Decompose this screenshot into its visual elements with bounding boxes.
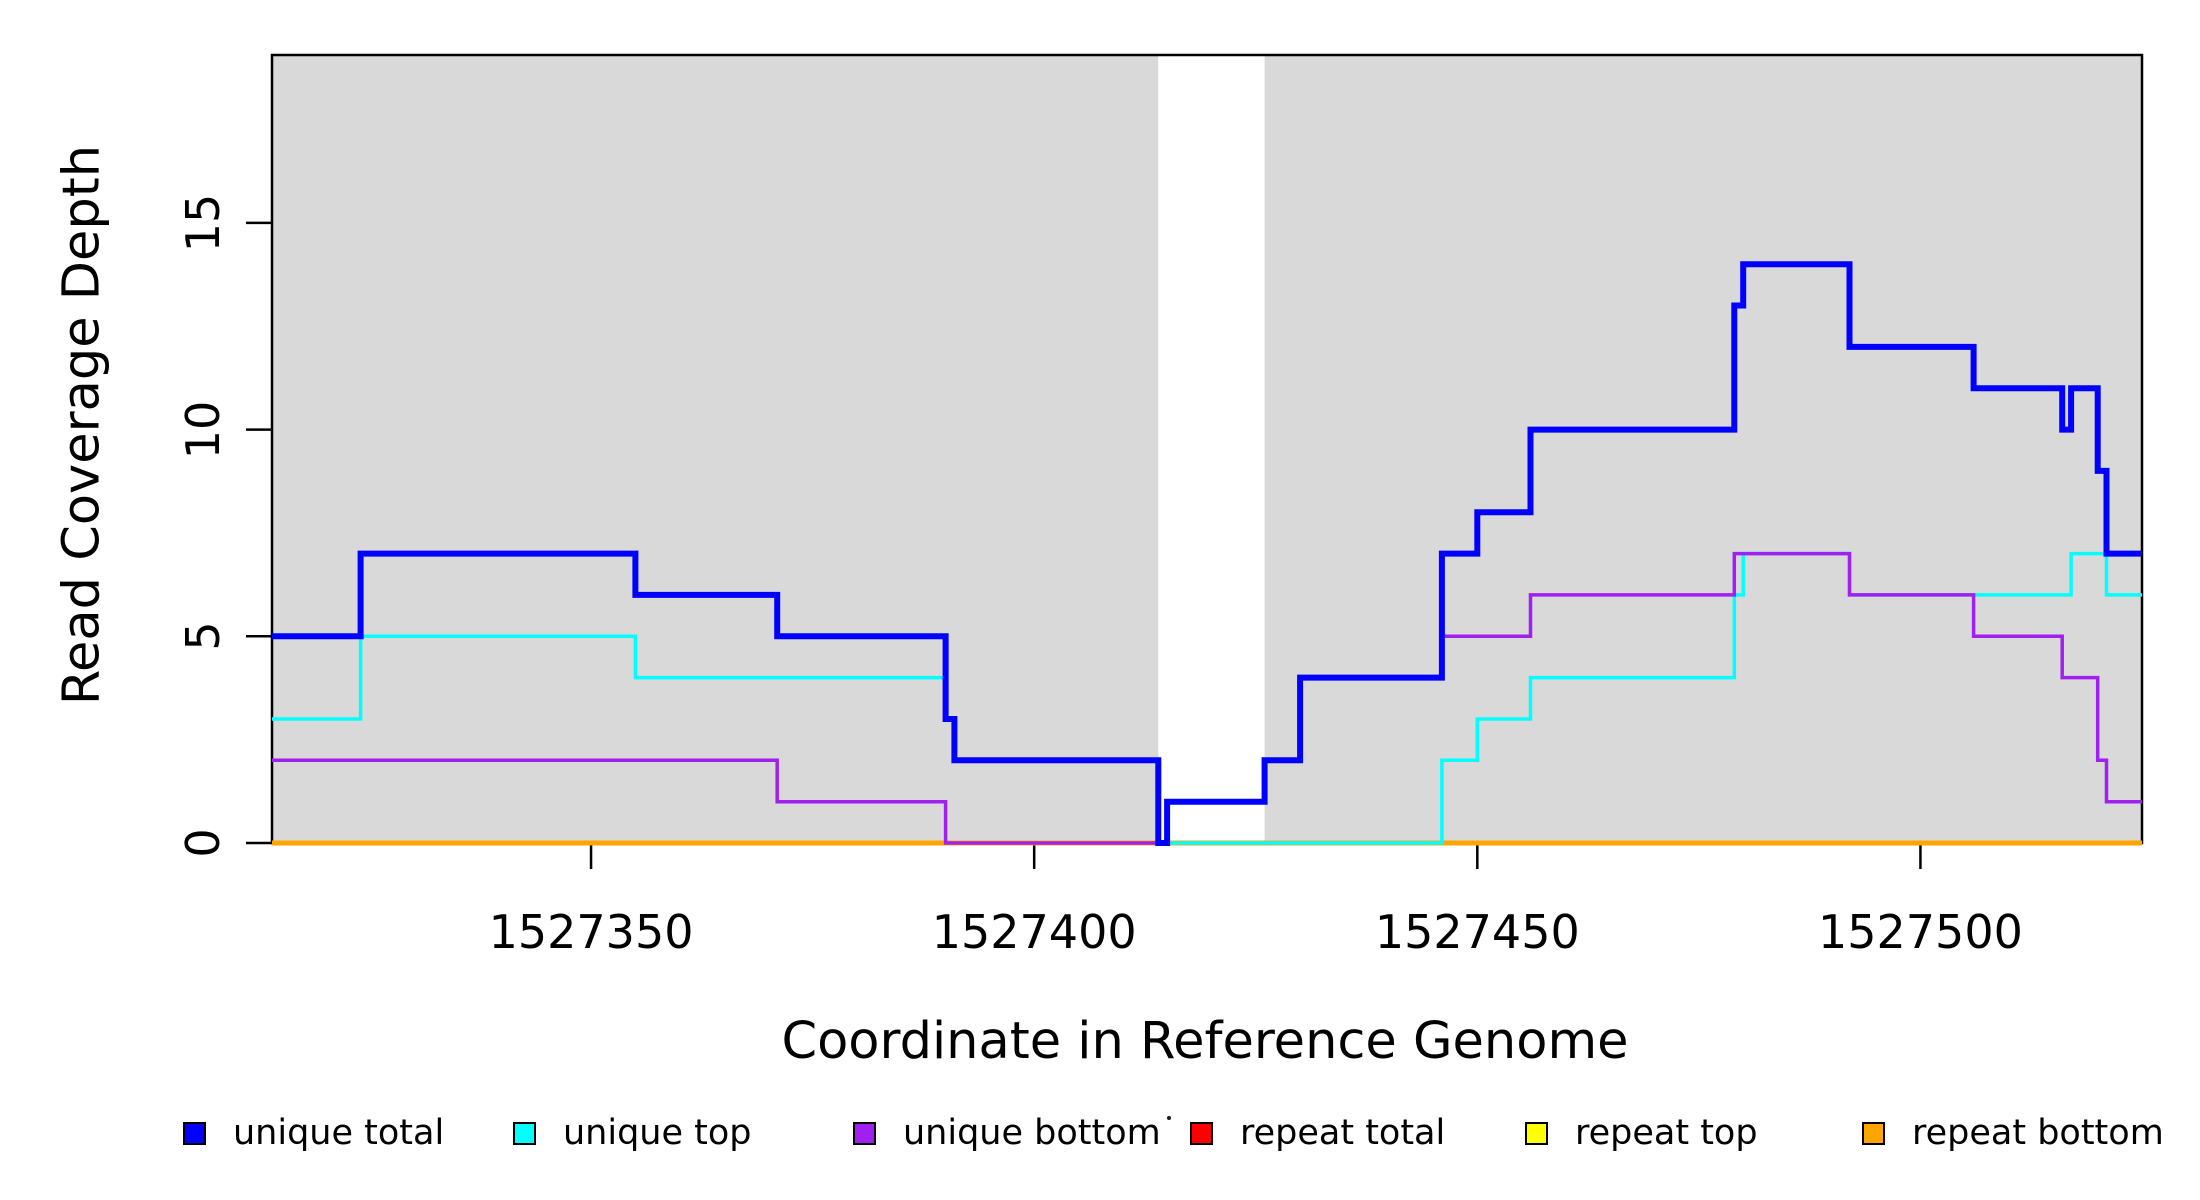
x-tick-label-1527400: 1527400 — [931, 905, 1137, 959]
x-axis-title: Coordinate in Reference Genome — [781, 1012, 1629, 1071]
legend-stray-dot — [1167, 1116, 1171, 1120]
legend-label: unique total — [233, 1113, 445, 1153]
y-tick-label-5: 5 — [176, 621, 230, 651]
legend-swatch-icon — [513, 1121, 536, 1145]
coverage-gap-band — [1158, 55, 1265, 843]
legend-item-repeat-total: repeat total — [1190, 1110, 1445, 1156]
legend-label: repeat total — [1240, 1113, 1446, 1153]
legend-label: repeat top — [1575, 1113, 1758, 1153]
x-tick-label-1527450: 1527450 — [1374, 905, 1580, 959]
y-tick-label-15: 15 — [176, 193, 230, 253]
legend-swatch-icon — [1190, 1121, 1213, 1145]
legend-item-repeat-bottom: repeat bottom — [1862, 1110, 2164, 1156]
legend-item-unique-top: unique top — [513, 1110, 752, 1156]
y-axis-title: Read Coverage Depth — [52, 144, 112, 706]
legend-swatch-icon — [1525, 1121, 1548, 1145]
series-unique-total — [272, 261, 2142, 846]
legend-swatch-icon — [183, 1121, 206, 1145]
series-unique-bottom — [272, 551, 2142, 845]
legend-label: unique bottom — [903, 1113, 1161, 1153]
y-tick-label-0: 0 — [176, 828, 230, 858]
x-tick-label-1527500: 1527500 — [1817, 905, 2023, 959]
legend-label: repeat bottom — [1912, 1113, 2164, 1153]
legend-item-unique-bottom: unique bottom — [853, 1110, 1161, 1156]
legend-item-repeat-top: repeat top — [1525, 1110, 1758, 1156]
legend-swatch-icon — [1862, 1121, 1885, 1145]
x-tick-label-1527350: 1527350 — [488, 905, 694, 959]
legend-swatch-icon — [853, 1121, 876, 1145]
y-tick-label-10: 10 — [176, 400, 230, 459]
legend-label: unique top — [563, 1113, 752, 1153]
legend-item-unique-total: unique total — [183, 1110, 444, 1156]
